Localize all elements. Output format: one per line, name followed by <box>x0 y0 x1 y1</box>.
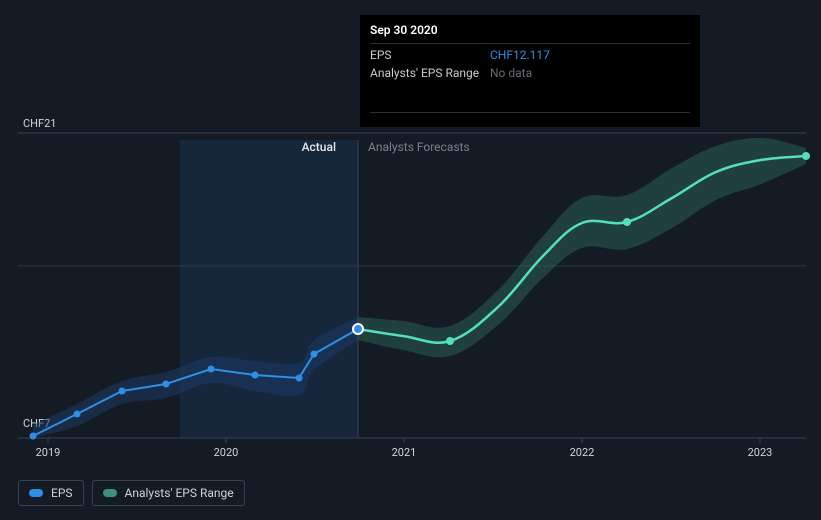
eps-actual-point[interactable] <box>119 388 126 395</box>
x-axis-label: 2019 <box>36 446 61 459</box>
legend-item[interactable]: EPS <box>18 480 84 506</box>
legend-swatch-icon <box>103 489 117 497</box>
eps-actual-point[interactable] <box>74 411 81 418</box>
legend-label: Analysts' EPS Range <box>125 486 234 500</box>
eps-actual-point[interactable] <box>296 375 303 382</box>
x-axis-label: 2021 <box>392 446 417 459</box>
eps-actual-point[interactable] <box>311 351 318 358</box>
eps-actual-point[interactable] <box>252 372 259 379</box>
tooltip-value: CHF12.117 <box>490 48 550 62</box>
eps-actual-point[interactable] <box>208 366 215 373</box>
today-marker[interactable] <box>353 324 363 334</box>
y-axis-label: CHF21 <box>23 117 56 130</box>
eps-actual-point[interactable] <box>30 433 37 440</box>
tooltip-row: Analysts' EPS RangeNo data <box>370 62 690 80</box>
tooltip-key: EPS <box>370 48 490 62</box>
chart-legend: EPS Analysts' EPS Range <box>18 480 245 506</box>
section-label-forecast: Analysts Forecasts <box>368 140 470 154</box>
x-axis-label: 2022 <box>570 446 595 459</box>
legend-label: EPS <box>51 486 73 500</box>
tooltip-date: Sep 30 2020 <box>370 23 690 44</box>
legend-swatch-icon <box>29 489 43 497</box>
tooltip-row: EPSCHF12.117 <box>370 44 690 62</box>
x-axis-label: 2023 <box>748 446 773 459</box>
eps-forecast-point[interactable] <box>623 218 631 226</box>
eps-forecast-point[interactable] <box>446 337 454 345</box>
eps-forecast-point[interactable] <box>802 152 810 160</box>
eps-actual-point[interactable] <box>163 381 170 388</box>
legend-item[interactable]: Analysts' EPS Range <box>92 480 245 506</box>
tooltip-key: Analysts' EPS Range <box>370 66 490 80</box>
chart-tooltip: Sep 30 2020 EPSCHF12.117Analysts' EPS Ra… <box>360 15 700 127</box>
section-label-actual: Actual <box>302 140 336 154</box>
chart-container: CHF21CHF720192020202120222023ActualAnaly… <box>0 0 821 520</box>
x-axis-label: 2020 <box>214 446 239 459</box>
tooltip-value: No data <box>490 66 532 80</box>
